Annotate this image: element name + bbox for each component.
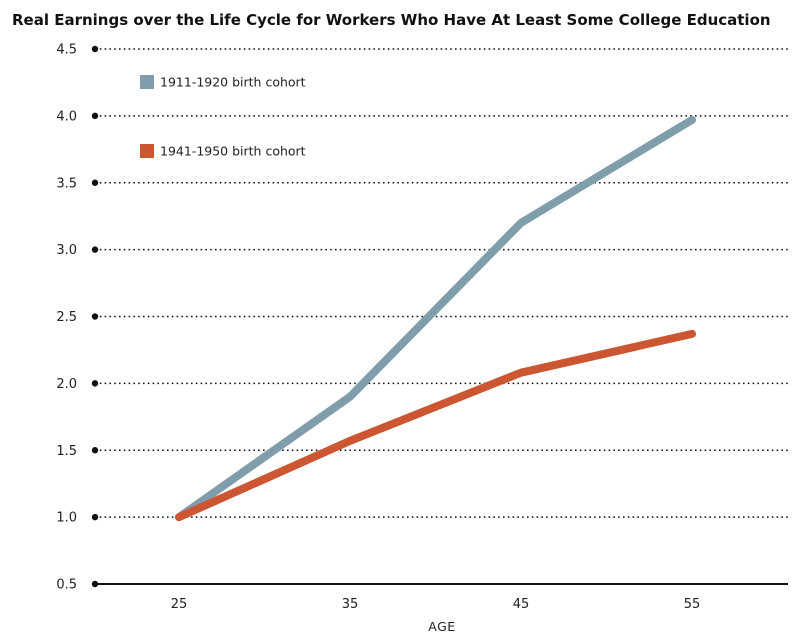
y-tick-label: 4.0: [56, 109, 77, 124]
y-tick-label: 1.0: [56, 511, 77, 526]
grid-lines: [95, 48, 788, 585]
y-tick-label: 1.5: [56, 444, 77, 459]
y-tick-label: 2.0: [56, 377, 77, 392]
y-axis: 4.5 4.0 3.5 3.0 2.5 2.0 1.5 1.0 0.5: [56, 43, 99, 593]
series-line-1: [175, 115, 696, 522]
y-tick-dot: [91, 112, 99, 120]
y-tick-dot: [91, 380, 99, 387]
legend-swatch: [140, 75, 154, 89]
y-tick-label: 3.5: [56, 176, 77, 191]
legend-swatch: [140, 144, 154, 158]
x-tick-label: 25: [171, 597, 188, 612]
chart-title: Real Earnings over the Life Cycle for Wo…: [12, 11, 771, 29]
x-axis-label: AGE: [428, 619, 455, 634]
legend-label: 1941-1950 birth cohort: [160, 144, 306, 159]
y-tick-dot: [91, 513, 99, 521]
y-tick-label: 0.5: [56, 578, 77, 593]
y-tick-label: 2.5: [56, 310, 77, 325]
x-tick-label: 45: [513, 597, 530, 612]
series-line-2: [175, 329, 696, 522]
x-axis: 25 35 45 55: [171, 597, 701, 612]
x-tick-label: 35: [342, 597, 359, 612]
legend: 1911-1920 birth cohort 1941-1950 birth co…: [140, 75, 306, 159]
y-tick-dot: [91, 447, 99, 454]
y-tick-dot: [91, 45, 99, 53]
y-tick-dot: [91, 580, 99, 588]
y-tick-dot: [91, 246, 99, 253]
y-tick-dot: [91, 313, 99, 320]
x-tick-label: 55: [684, 597, 701, 612]
y-tick-label: 4.5: [56, 43, 77, 58]
y-tick-dot: [91, 179, 99, 186]
y-tick-label: 3.0: [56, 243, 77, 258]
series-lines: [175, 115, 696, 522]
legend-label: 1911-1920 birth cohort: [160, 75, 306, 90]
